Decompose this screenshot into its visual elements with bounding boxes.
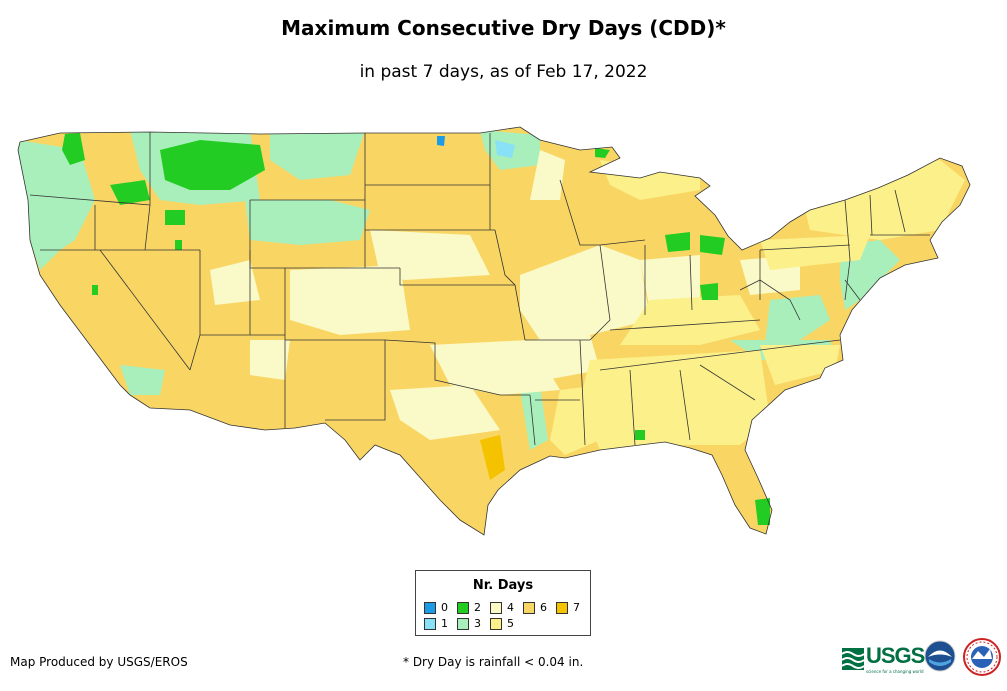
legend-label: 4 (507, 601, 514, 614)
usgs-logo-text: USGS (866, 643, 925, 668)
legend-label: 0 (441, 601, 448, 614)
dry-day-footnote: * Dry Day is rainfall < 0.04 in. (403, 655, 584, 669)
usgs-tagline: science for a changing world (866, 669, 924, 674)
legend-item-5: 5 (490, 617, 514, 630)
dry-day-regions (18, 130, 965, 480)
legend-item-1: 1 (424, 617, 448, 630)
legend: Nr. Days 0 1 2 3 4 5 6 (415, 570, 591, 636)
legend-item-6: 6 (523, 601, 547, 614)
legend-label: 1 (441, 617, 448, 630)
legend-swatch (556, 601, 568, 614)
legend-item-3: 3 (457, 617, 481, 630)
map-credit: Map Produced by USGS/EROS (10, 655, 188, 669)
state-boundaries (17, 126, 971, 536)
map-title: Maximum Consecutive Dry Days (CDD)* (281, 16, 726, 40)
legend-label: 6 (540, 601, 547, 614)
legend-swatch (457, 617, 469, 630)
legend-label: 3 (474, 617, 481, 630)
legend-swatch (424, 601, 436, 614)
legend-swatch (523, 601, 535, 614)
legend-item-7: 7 (556, 601, 580, 614)
zero-day-patches (437, 136, 445, 146)
legend-item-4: 4 (490, 601, 514, 614)
usgs-logo: USGS science for a changing world (842, 643, 925, 674)
legend-label: 2 (474, 601, 481, 614)
two-day-patches (62, 133, 770, 525)
legend-item-0: 0 (424, 601, 448, 614)
usgs-wave-icon (842, 647, 864, 670)
legend-swatch (424, 617, 436, 630)
nws-logo-icon (963, 638, 1001, 676)
legend-label: 7 (573, 601, 580, 614)
legend-label: 5 (507, 617, 514, 630)
legend-title: Nr. Days (472, 578, 534, 593)
one-day-patches (495, 140, 515, 158)
legend-swatch (490, 601, 502, 614)
legend-item-2: 2 (457, 601, 481, 614)
noaa-logo-icon (924, 640, 956, 672)
legend-swatch (490, 617, 502, 630)
map-subtitle: in past 7 days, as of Feb 17, 2022 (359, 62, 648, 82)
legend-swatch (457, 601, 469, 614)
us-dry-days-map (17, 126, 971, 536)
